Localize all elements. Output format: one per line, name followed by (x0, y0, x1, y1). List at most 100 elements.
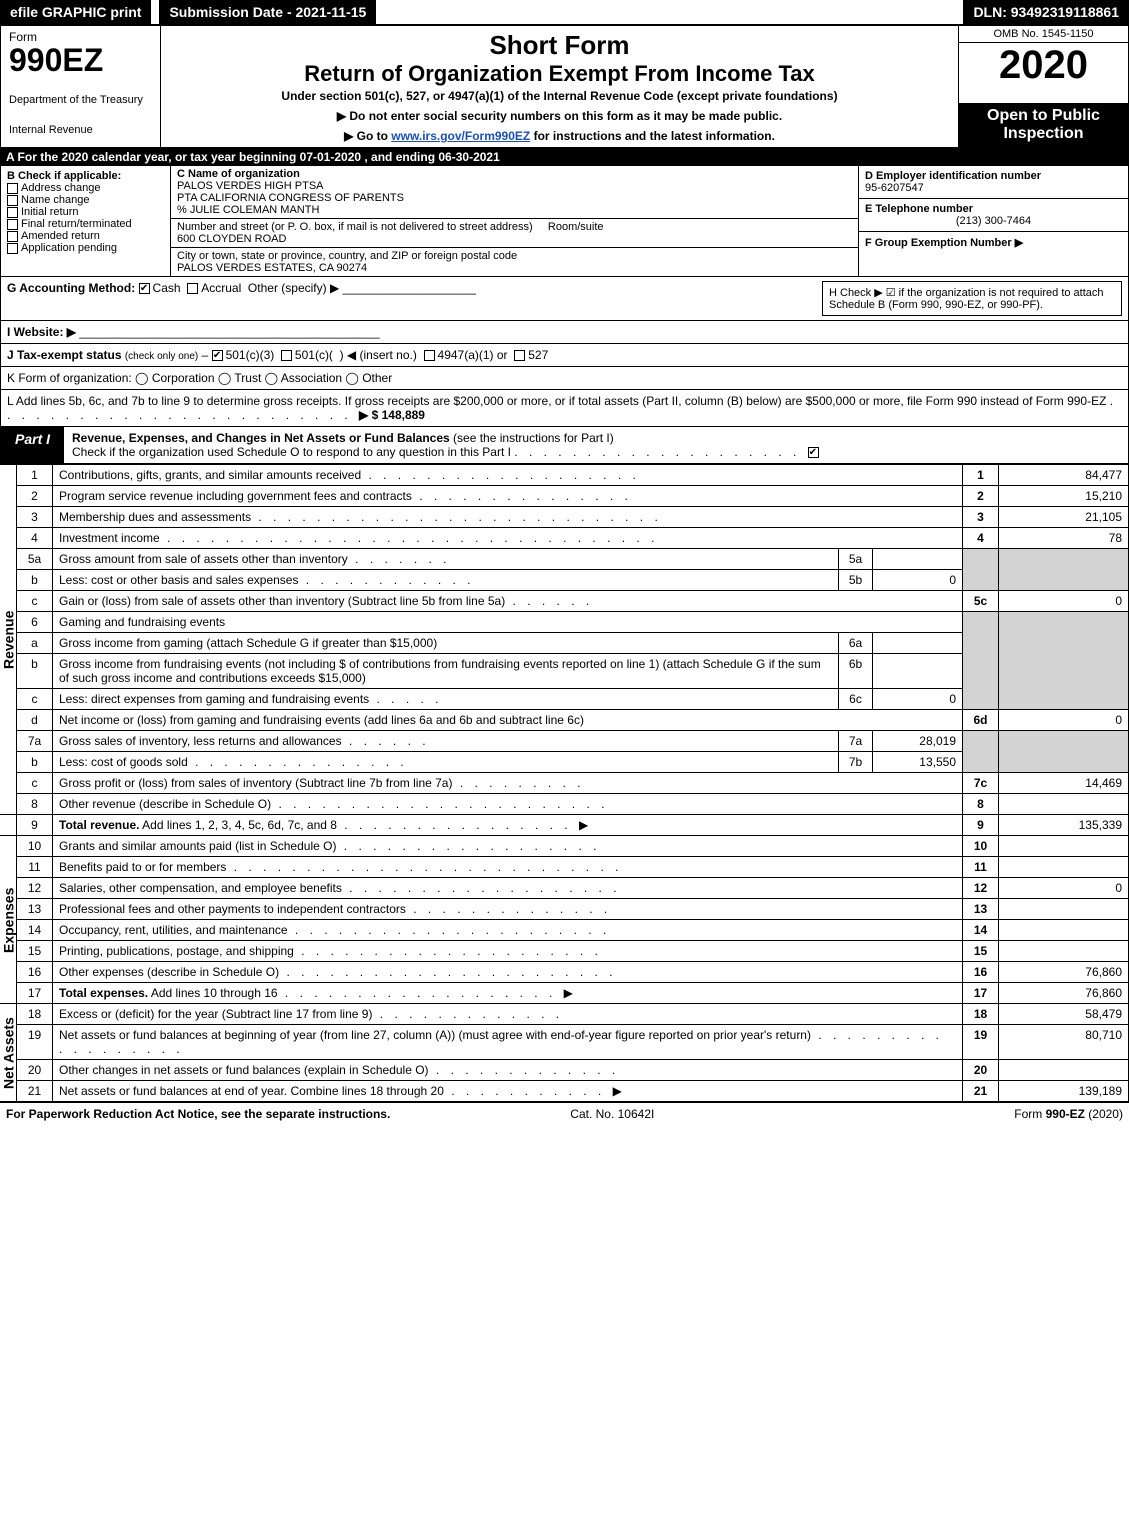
submission-date: Submission Date - 2021-11-15 (159, 0, 376, 24)
header-left: Form 990EZ Department of the Treasury In… (1, 26, 161, 147)
part1-table: Revenue 1 Contributions, gifts, grants, … (0, 464, 1129, 1102)
row-10: Expenses 10 Grants and similar amounts p… (0, 836, 1129, 857)
part1-title: Revenue, Expenses, and Changes in Net As… (72, 431, 450, 445)
row-5a: 5a Gross amount from sale of assets othe… (0, 549, 1129, 570)
irs-link[interactable]: www.irs.gov/Form990EZ (391, 129, 530, 143)
street-address: 600 CLOYDEN ROAD (177, 233, 852, 245)
row-3: 3 Membership dues and assessments . . . … (0, 507, 1129, 528)
val-6c: 0 (873, 689, 963, 710)
city-state-zip: PALOS VERDES ESTATES, CA 90274 (177, 262, 852, 274)
form-header: Form 990EZ Department of the Treasury In… (0, 25, 1129, 148)
part1-hint: (see the instructions for Part I) (453, 431, 614, 445)
org-name-2: PTA CALIFORNIA CONGRESS OF PARENTS (177, 192, 852, 204)
val-2: 15,210 (999, 486, 1129, 507)
val-3: 21,105 (999, 507, 1129, 528)
d-label: D Employer identification number (865, 170, 1122, 182)
row-6a: a Gross income from gaming (attach Sched… (0, 633, 1129, 654)
cb-cash[interactable] (139, 283, 150, 294)
row-12: 12 Salaries, other compensation, and emp… (0, 878, 1129, 899)
line-l-amount: ▶ $ 148,889 (359, 408, 425, 422)
line-j: J Tax-exempt status (check only one) – 5… (0, 344, 1129, 367)
row-7a: 7a Gross sales of inventory, less return… (0, 731, 1129, 752)
revenue-side-label: Revenue (0, 465, 17, 815)
section-c: C Name of organization PALOS VERDES HIGH… (171, 166, 858, 276)
short-form-title: Short Form (169, 30, 950, 61)
line-h: H Check ▶ ☑ if the organization is not r… (822, 281, 1122, 316)
cb-address-change[interactable]: Address change (7, 182, 164, 194)
val-18: 58,479 (999, 1004, 1129, 1025)
val-8 (999, 794, 1129, 815)
row-16: 16 Other expenses (describe in Schedule … (0, 962, 1129, 983)
val-7c: 14,469 (999, 773, 1129, 794)
footer-left: For Paperwork Reduction Act Notice, see … (6, 1107, 390, 1121)
row-13: 13 Professional fees and other payments … (0, 899, 1129, 920)
val-13 (999, 899, 1129, 920)
val-5b: 0 (873, 570, 963, 591)
telephone: (213) 300-7464 (865, 215, 1122, 227)
page-footer: For Paperwork Reduction Act Notice, see … (0, 1102, 1129, 1125)
header-note2: ▶ Go to www.irs.gov/Form990EZ for instru… (169, 129, 950, 143)
val-1: 84,477 (999, 465, 1129, 486)
line-a: A For the 2020 calendar year, or tax yea… (0, 148, 1129, 166)
efile-button[interactable]: efile GRAPHIC print (0, 0, 151, 24)
header-center: Short Form Return of Organization Exempt… (161, 26, 958, 147)
row-9: 9 Total revenue. Add lines 1, 2, 3, 4, 5… (0, 815, 1129, 836)
val-11 (999, 857, 1129, 878)
line-g: G Accounting Method: Cash Accrual Other … (7, 281, 476, 316)
net-assets-side-label: Net Assets (0, 1004, 17, 1102)
cb-amended-return[interactable]: Amended return (7, 230, 164, 242)
return-title: Return of Organization Exempt From Incom… (169, 61, 950, 87)
row-20: 20 Other changes in net assets or fund b… (0, 1060, 1129, 1081)
expenses-side-label: Expenses (0, 836, 17, 1004)
val-7a: 28,019 (873, 731, 963, 752)
open-public: Open to Public Inspection (959, 103, 1128, 147)
cb-schedule-o[interactable] (808, 447, 819, 458)
row-1: Revenue 1 Contributions, gifts, grants, … (0, 465, 1129, 486)
row-15: 15 Printing, publications, postage, and … (0, 941, 1129, 962)
section-b-title: B Check if applicable: (7, 170, 164, 182)
val-15 (999, 941, 1129, 962)
val-4: 78 (999, 528, 1129, 549)
row-14: 14 Occupancy, rent, utilities, and maint… (0, 920, 1129, 941)
cb-application-pending[interactable]: Application pending (7, 242, 164, 254)
row-5b: b Less: cost or other basis and sales ex… (0, 570, 1129, 591)
row-6c: c Less: direct expenses from gaming and … (0, 689, 1129, 710)
cb-527[interactable] (514, 350, 525, 361)
row-21: 21 Net assets or fund balances at end of… (0, 1081, 1129, 1102)
row-6b: b Gross income from fundraising events (… (0, 654, 1129, 689)
line-k: K Form of organization: ◯ Corporation ◯ … (0, 367, 1129, 390)
cb-accrual[interactable] (187, 283, 198, 294)
ein: 95-6207547 (865, 182, 1122, 194)
row-8: 8 Other revenue (describe in Schedule O)… (0, 794, 1129, 815)
row-11: 11 Benefits paid to or for members . . .… (0, 857, 1129, 878)
part1-tag: Part I (1, 427, 64, 463)
val-19: 80,710 (999, 1025, 1129, 1060)
cb-4947[interactable] (424, 350, 435, 361)
header-note1: ▶ Do not enter social security numbers o… (169, 109, 950, 123)
val-9: 135,339 (999, 815, 1129, 836)
c-label: C Name of organization (177, 168, 852, 180)
cb-initial-return[interactable]: Initial return (7, 206, 164, 218)
top-bar: efile GRAPHIC print Submission Date - 20… (0, 0, 1129, 25)
header-sub: Under section 501(c), 527, or 4947(a)(1)… (169, 89, 950, 103)
cb-name-change[interactable]: Name change (7, 194, 164, 206)
org-name-1: PALOS VERDES HIGH PTSA (177, 180, 852, 192)
val-10 (999, 836, 1129, 857)
line-l: L Add lines 5b, 6c, and 7b to line 9 to … (0, 390, 1129, 427)
addr-label: Number and street (or P. O. box, if mail… (177, 221, 533, 233)
part1-header: Part I Revenue, Expenses, and Changes in… (0, 427, 1129, 464)
cb-501c[interactable] (281, 350, 292, 361)
val-14 (999, 920, 1129, 941)
dept-irs: Internal Revenue (9, 124, 152, 136)
form-number: 990EZ (9, 44, 152, 76)
section-b: B Check if applicable: Address change Na… (1, 166, 171, 276)
f-label: F Group Exemption Number ▶ (865, 236, 1122, 249)
val-16: 76,860 (999, 962, 1129, 983)
cb-final-return[interactable]: Final return/terminated (7, 218, 164, 230)
line-i: I Website: ▶ ___________________________… (0, 321, 1129, 344)
section-def: D Employer identification number 95-6207… (858, 166, 1128, 276)
header-right: OMB No. 1545-1150 2020 Open to Public In… (958, 26, 1128, 147)
part1-check-text: Check if the organization used Schedule … (72, 445, 511, 459)
dln: DLN: 93492319118861 (963, 0, 1129, 24)
cb-501c3[interactable] (212, 350, 223, 361)
